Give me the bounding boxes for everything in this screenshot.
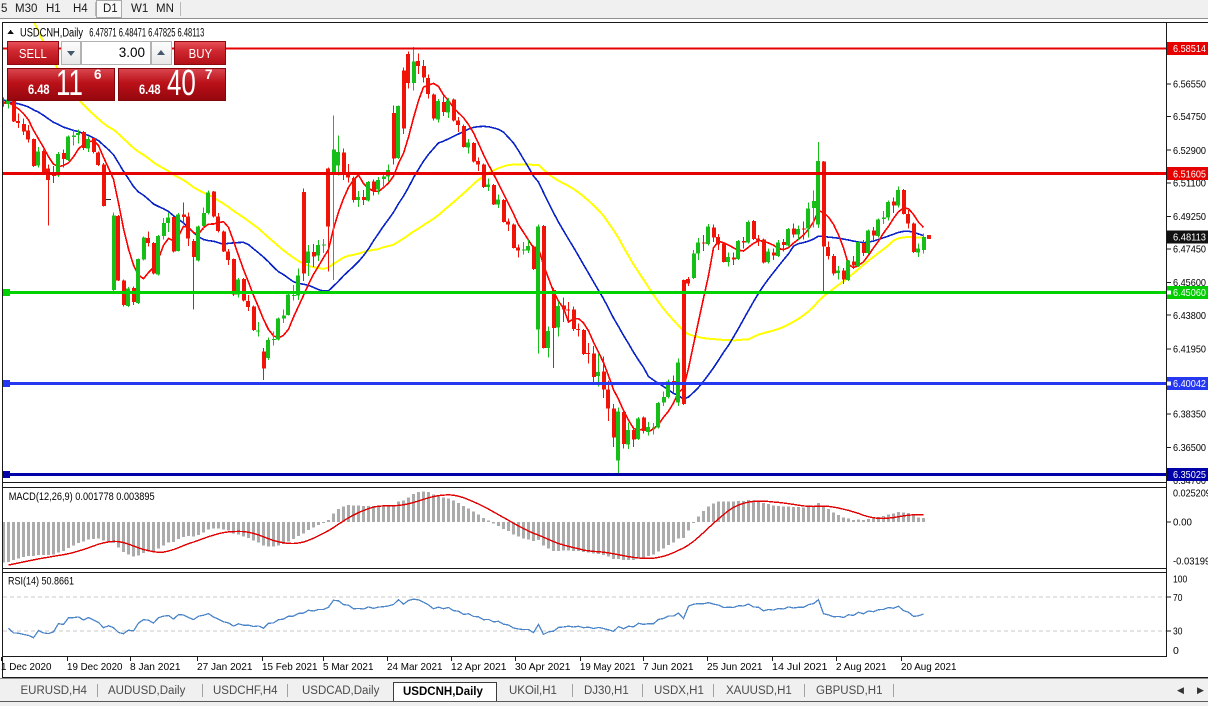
svg-text:6.36500: 6.36500 — [1173, 442, 1206, 454]
svg-text:6.51100: 6.51100 — [1173, 177, 1206, 189]
svg-text:6.40042: 6.40042 — [1173, 378, 1206, 390]
svg-text:6.58514: 6.58514 — [1173, 43, 1206, 55]
svg-text:6.56550: 6.56550 — [1173, 79, 1206, 91]
svg-text:70: 70 — [1173, 592, 1183, 604]
svg-text:6.47871 6.48471 6.47825 6.4811: 6.47871 6.48471 6.47825 6.48113 — [89, 28, 204, 40]
svg-text:6.48113: 6.48113 — [1173, 232, 1206, 244]
svg-text:20 Aug 2021: 20 Aug 2021 — [901, 661, 957, 673]
svg-text:5 Mar 2021: 5 Mar 2021 — [323, 661, 374, 673]
svg-text:24 Mar 2021: 24 Mar 2021 — [387, 661, 443, 673]
svg-text:-0.031994: -0.031994 — [1173, 556, 1208, 568]
svg-text:30 Apr 2021: 30 Apr 2021 — [515, 661, 571, 673]
svg-text:0.00: 0.00 — [1173, 517, 1192, 529]
svg-text:6.52900: 6.52900 — [1173, 145, 1206, 157]
svg-text:19 May 2021: 19 May 2021 — [580, 661, 636, 673]
svg-text:7 Jun 2021: 7 Jun 2021 — [643, 661, 694, 673]
svg-text:15 Feb 2021: 15 Feb 2021 — [262, 661, 318, 673]
svg-text:100: 100 — [1173, 574, 1187, 586]
svg-text:19 Dec 2020: 19 Dec 2020 — [67, 661, 123, 673]
svg-text:1 Dec 2020: 1 Dec 2020 — [1, 661, 52, 673]
svg-text:6.41950: 6.41950 — [1173, 343, 1206, 355]
svg-text:6.49250: 6.49250 — [1173, 211, 1206, 223]
svg-text:0.025209: 0.025209 — [1173, 488, 1208, 500]
svg-text:6.35025: 6.35025 — [1173, 469, 1206, 481]
svg-text:27 Jan 2021: 27 Jan 2021 — [197, 661, 253, 673]
svg-text:6.47450: 6.47450 — [1173, 244, 1206, 256]
svg-text:25 Jun 2021: 25 Jun 2021 — [707, 661, 763, 673]
svg-text:USDCNH,Daily: USDCNH,Daily — [20, 28, 83, 40]
svg-text:6.54750: 6.54750 — [1173, 111, 1206, 123]
svg-text:14 Jul 2021: 14 Jul 2021 — [772, 661, 828, 673]
svg-text:RSI(14) 50.8661: RSI(14) 50.8661 — [8, 576, 74, 588]
svg-text:6.38350: 6.38350 — [1173, 409, 1206, 421]
svg-text:30: 30 — [1173, 625, 1183, 637]
svg-text:8 Jan 2021: 8 Jan 2021 — [130, 661, 181, 673]
svg-text:6.43800: 6.43800 — [1173, 310, 1206, 322]
svg-text:6.45060: 6.45060 — [1173, 287, 1206, 299]
svg-text:6.51605: 6.51605 — [1173, 168, 1206, 180]
svg-text:2 Aug 2021: 2 Aug 2021 — [836, 661, 887, 673]
svg-text:MACD(12,26,9) 0.001778 0.00389: MACD(12,26,9) 0.001778 0.003895 — [9, 491, 155, 503]
svg-text:0: 0 — [1173, 645, 1179, 657]
svg-text:12 Apr 2021: 12 Apr 2021 — [451, 661, 507, 673]
